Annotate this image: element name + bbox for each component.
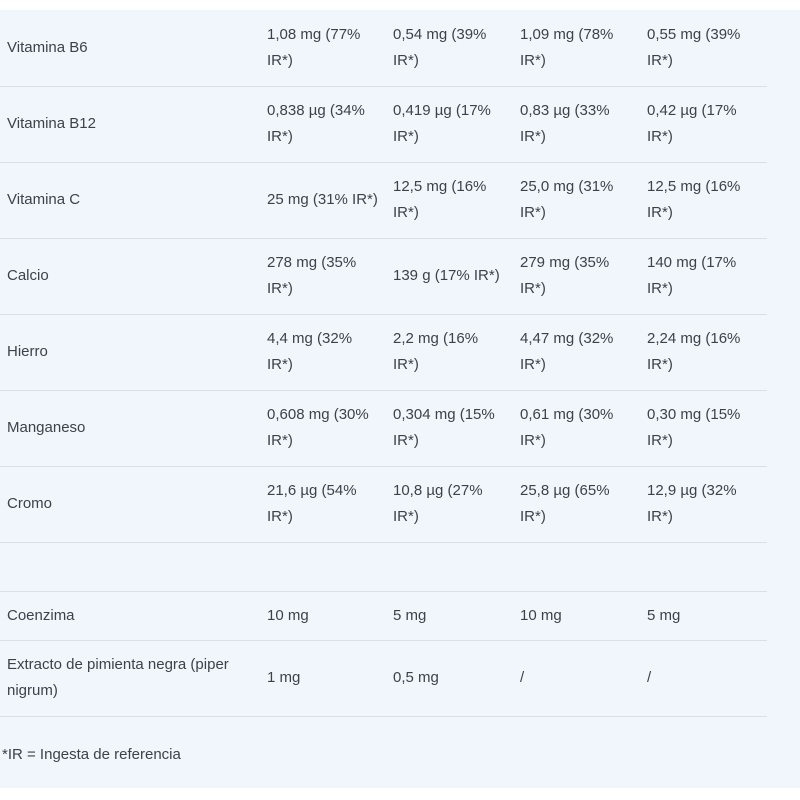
table-row: Hierro 4,4 mg (32% IR*) 2,2 mg (16% IR*) 4,… bbox=[0, 314, 767, 391]
table-row: Extracto de pimienta negra (piper nigrum… bbox=[0, 640, 767, 717]
nutrient-name: Calcio bbox=[0, 238, 260, 315]
nutrient-name: Vitamina B6 bbox=[0, 10, 260, 87]
nutrient-value: 5 mg bbox=[386, 591, 513, 641]
nutrient-name: Extracto de pimienta negra (piper nigrum… bbox=[0, 640, 260, 717]
nutrient-value: 139 g (17% IR*) bbox=[386, 238, 513, 315]
nutrient-value: 5 mg bbox=[640, 591, 767, 641]
nutrient-value: 0,608 mg (30% IR*) bbox=[260, 390, 386, 467]
nutrient-value: 10 mg bbox=[260, 591, 386, 641]
nutrient-value: 1 mg bbox=[260, 640, 386, 717]
nutrient-value: 4,4 mg (32% IR*) bbox=[260, 314, 386, 391]
nutrient-value: 0,83 µg (33% IR*) bbox=[513, 86, 640, 163]
table-row: Vitamina B12 0,838 µg (34% IR*) 0,419 µg (… bbox=[0, 86, 767, 163]
nutrient-name: Coenzima bbox=[0, 591, 260, 641]
table-row: Cromo 21,6 µg (54% IR*) 10,8 µg (27% IR*) 2… bbox=[0, 466, 767, 543]
nutrient-value: 1,08 mg (77% IR*) bbox=[260, 10, 386, 87]
table-row: Coenzima 10 mg 5 mg 10 mg 5 mg bbox=[0, 591, 767, 641]
nutrient-value: 25,0 mg (31% IR*) bbox=[513, 162, 640, 239]
nutrient-value: 10 mg bbox=[513, 591, 640, 641]
nutrient-name bbox=[0, 542, 260, 592]
nutrient-value: 12,5 mg (16% IR*) bbox=[640, 162, 767, 239]
nutrient-value: 278 mg (35% IR*) bbox=[260, 238, 386, 315]
nutrient-value: 25,8 µg (65% IR*) bbox=[513, 466, 640, 543]
nutrient-name: Hierro bbox=[0, 314, 260, 391]
table-row bbox=[0, 542, 767, 592]
nutrient-value: 0,54 mg (39% IR*) bbox=[386, 10, 513, 87]
nutrition-panel: Vitamina B6 1,08 mg (77% IR*) 0,54 mg (39%… bbox=[0, 10, 800, 788]
nutrient-value: 0,30 mg (15% IR*) bbox=[640, 390, 767, 467]
nutrient-value bbox=[386, 542, 513, 592]
nutrient-value: 10,8 µg (27% IR*) bbox=[386, 466, 513, 543]
nutrient-value bbox=[260, 542, 386, 592]
nutrient-value: / bbox=[513, 640, 640, 717]
nutrient-value: 12,9 µg (32% IR*) bbox=[640, 466, 767, 543]
nutrient-value bbox=[513, 542, 640, 592]
nutrient-name: Vitamina B12 bbox=[0, 86, 260, 163]
table-row: Manganeso 0,608 mg (30% IR*) 0,304 mg (15%… bbox=[0, 390, 767, 467]
nutrient-value: 2,2 mg (16% IR*) bbox=[386, 314, 513, 391]
table-row: Vitamina C 25 mg (31% IR*) 12,5 mg (16% IR… bbox=[0, 162, 767, 239]
nutrient-value: 0,5 mg bbox=[386, 640, 513, 717]
nutrient-name: Cromo bbox=[0, 466, 260, 543]
nutrient-value bbox=[640, 542, 767, 592]
nutrient-value: 279 mg (35% IR*) bbox=[513, 238, 640, 315]
nutrient-value: 0,61 mg (30% IR*) bbox=[513, 390, 640, 467]
nutrition-table: Vitamina B6 1,08 mg (77% IR*) 0,54 mg (39%… bbox=[0, 10, 767, 717]
nutrient-value: 0,419 µg (17% IR*) bbox=[386, 86, 513, 163]
nutrient-value: 0,42 µg (17% IR*) bbox=[640, 86, 767, 163]
nutrient-value: 0,55 mg (39% IR*) bbox=[640, 10, 767, 87]
footnote: *IR = Ingesta de referencia bbox=[2, 746, 181, 763]
nutrient-value: 2,24 mg (16% IR*) bbox=[640, 314, 767, 391]
nutrient-value: 1,09 mg (78% IR*) bbox=[513, 10, 640, 87]
nutrient-value: 4,47 mg (32% IR*) bbox=[513, 314, 640, 391]
table-row: Vitamina B6 1,08 mg (77% IR*) 0,54 mg (39%… bbox=[0, 10, 767, 87]
nutrient-value: 0,304 mg (15% IR*) bbox=[386, 390, 513, 467]
nutrient-name: Manganeso bbox=[0, 390, 260, 467]
nutrient-value: 140 mg (17% IR*) bbox=[640, 238, 767, 315]
nutrient-value: 12,5 mg (16% IR*) bbox=[386, 162, 513, 239]
nutrient-value: / bbox=[640, 640, 767, 717]
nutrient-value: 21,6 µg (54% IR*) bbox=[260, 466, 386, 543]
nutrient-value: 25 mg (31% IR*) bbox=[260, 162, 386, 239]
nutrient-name: Vitamina C bbox=[0, 162, 260, 239]
table-row: Calcio 278 mg (35% IR*) 139 g (17% IR*) 279… bbox=[0, 238, 767, 315]
nutrient-value: 0,838 µg (34% IR*) bbox=[260, 86, 386, 163]
